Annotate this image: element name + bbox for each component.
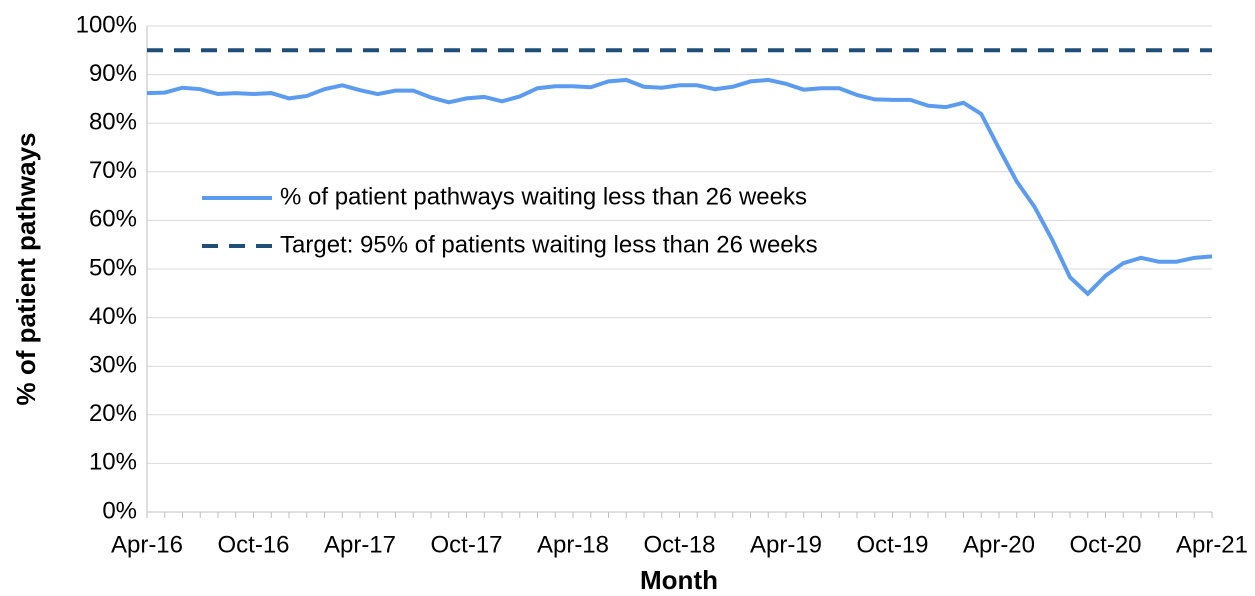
x-tick-label: Oct-19 <box>856 531 928 558</box>
x-tick-label: Oct-20 <box>1069 531 1141 558</box>
y-tick-label: 40% <box>89 303 137 330</box>
x-tick-label: Oct-18 <box>643 531 715 558</box>
x-tick-label: Apr-20 <box>963 531 1035 558</box>
y-tick-label: 0% <box>102 497 137 524</box>
series-line <box>146 77 1213 297</box>
x-tick-label: Apr-18 <box>537 531 609 558</box>
y-tick-label: 80% <box>89 109 137 136</box>
y-tick-label: 90% <box>89 60 137 87</box>
x-tick-label: Apr-19 <box>750 531 822 558</box>
x-tick-label: Oct-16 <box>217 531 289 558</box>
x-tick-label: Apr-21 <box>1176 531 1248 558</box>
y-tick-label: 20% <box>89 400 137 427</box>
legend-label: % of patient pathways waiting less than … <box>280 183 807 210</box>
x-axis-title: Month <box>640 565 718 595</box>
y-tick-label: 100% <box>76 11 137 38</box>
x-tick-label: Apr-17 <box>324 531 396 558</box>
y-axis-title: % of patient pathways <box>11 132 41 405</box>
y-tick-label: 30% <box>89 352 137 379</box>
x-tick-label: Apr-16 <box>111 531 183 558</box>
x-tick-label: Oct-17 <box>430 531 502 558</box>
y-tick-label: 10% <box>89 449 137 476</box>
y-tick-label: 50% <box>89 254 137 281</box>
y-tick-label: 70% <box>89 157 137 184</box>
y-tick-label: 60% <box>89 206 137 233</box>
legend-label: Target: 95% of patients waiting less tha… <box>280 231 818 258</box>
